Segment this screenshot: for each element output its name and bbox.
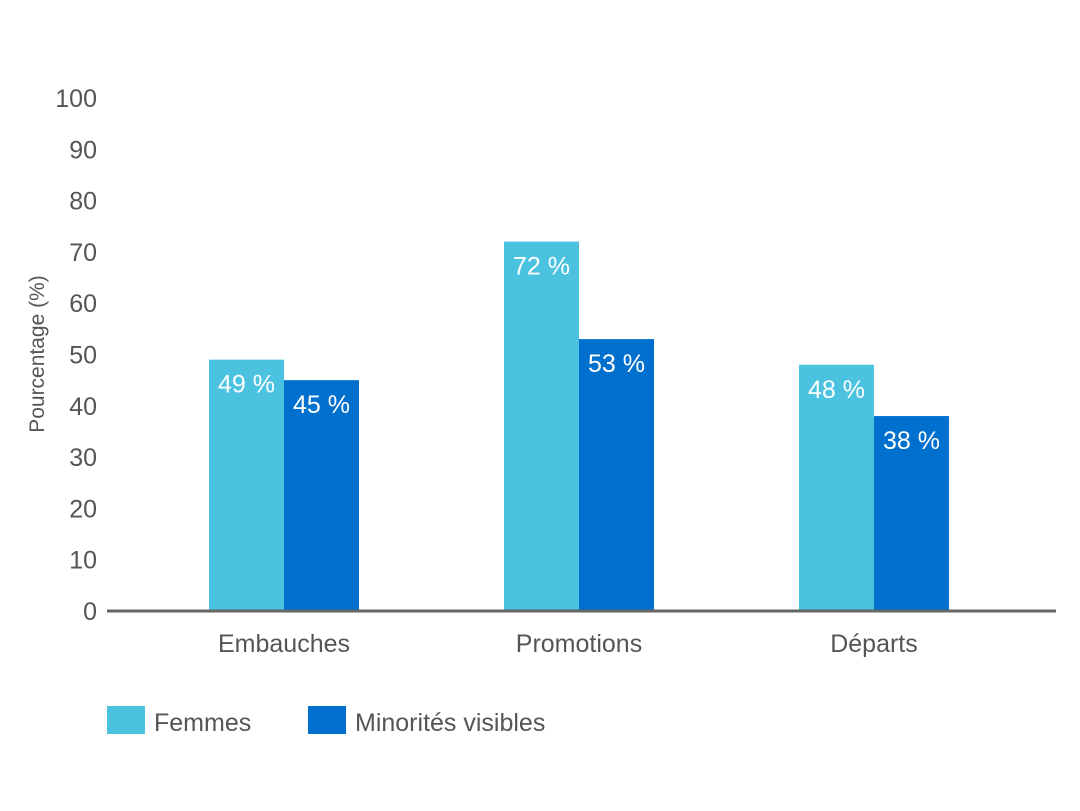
y-tick-label: 100 bbox=[55, 85, 97, 113]
y-tick-label: 40 bbox=[69, 393, 97, 421]
data-label: 53 % bbox=[588, 350, 645, 378]
data-label: 45 % bbox=[293, 391, 350, 419]
data-label: 72 % bbox=[513, 253, 570, 281]
data-label: 49 % bbox=[218, 371, 275, 399]
legend-swatch bbox=[107, 706, 145, 734]
y-tick-label: 0 bbox=[83, 598, 97, 626]
y-tick-label: 30 bbox=[69, 444, 97, 472]
bar-minorit-s-visibles-0 bbox=[284, 380, 359, 611]
data-label: 38 % bbox=[883, 427, 940, 455]
x-tick-label: Départs bbox=[830, 630, 918, 658]
y-tick-label: 50 bbox=[69, 342, 97, 370]
y-tick-label: 80 bbox=[69, 188, 97, 216]
data-label: 48 % bbox=[808, 376, 865, 404]
bar-minorit-s-visibles-2 bbox=[874, 416, 949, 611]
legend-item: Femmes bbox=[107, 706, 251, 737]
y-axis-title: Pourcentage (%) bbox=[26, 275, 49, 433]
y-axis-ticks: 0 10 20 30 40 50 60 70 80 90 100 bbox=[55, 85, 97, 626]
bar-femmes-0 bbox=[209, 359, 284, 611]
y-tick-label: 70 bbox=[69, 239, 97, 267]
y-tick-label: 10 bbox=[69, 547, 97, 575]
x-axis-labels: Embauches Promotions Départs bbox=[218, 630, 918, 658]
y-tick-label: 20 bbox=[69, 495, 97, 523]
bar-femmes-1 bbox=[504, 241, 579, 611]
y-tick-label: 60 bbox=[69, 290, 97, 318]
legend: Femmes Minorités visibles bbox=[107, 706, 545, 737]
bars: 49 % 45 % 72 % 53 % 48 % 38 % bbox=[209, 241, 949, 611]
legend-swatch bbox=[308, 706, 346, 734]
bar-femmes-2 bbox=[799, 364, 874, 611]
y-tick-label: 90 bbox=[69, 136, 97, 164]
legend-item: Minorités visibles bbox=[308, 706, 545, 737]
x-tick-label: Embauches bbox=[218, 630, 350, 658]
x-tick-label: Promotions bbox=[516, 630, 642, 658]
legend-label: Femmes bbox=[154, 709, 251, 737]
legend-label: Minorités visibles bbox=[355, 709, 545, 737]
bar-minorit-s-visibles-1 bbox=[579, 339, 654, 611]
